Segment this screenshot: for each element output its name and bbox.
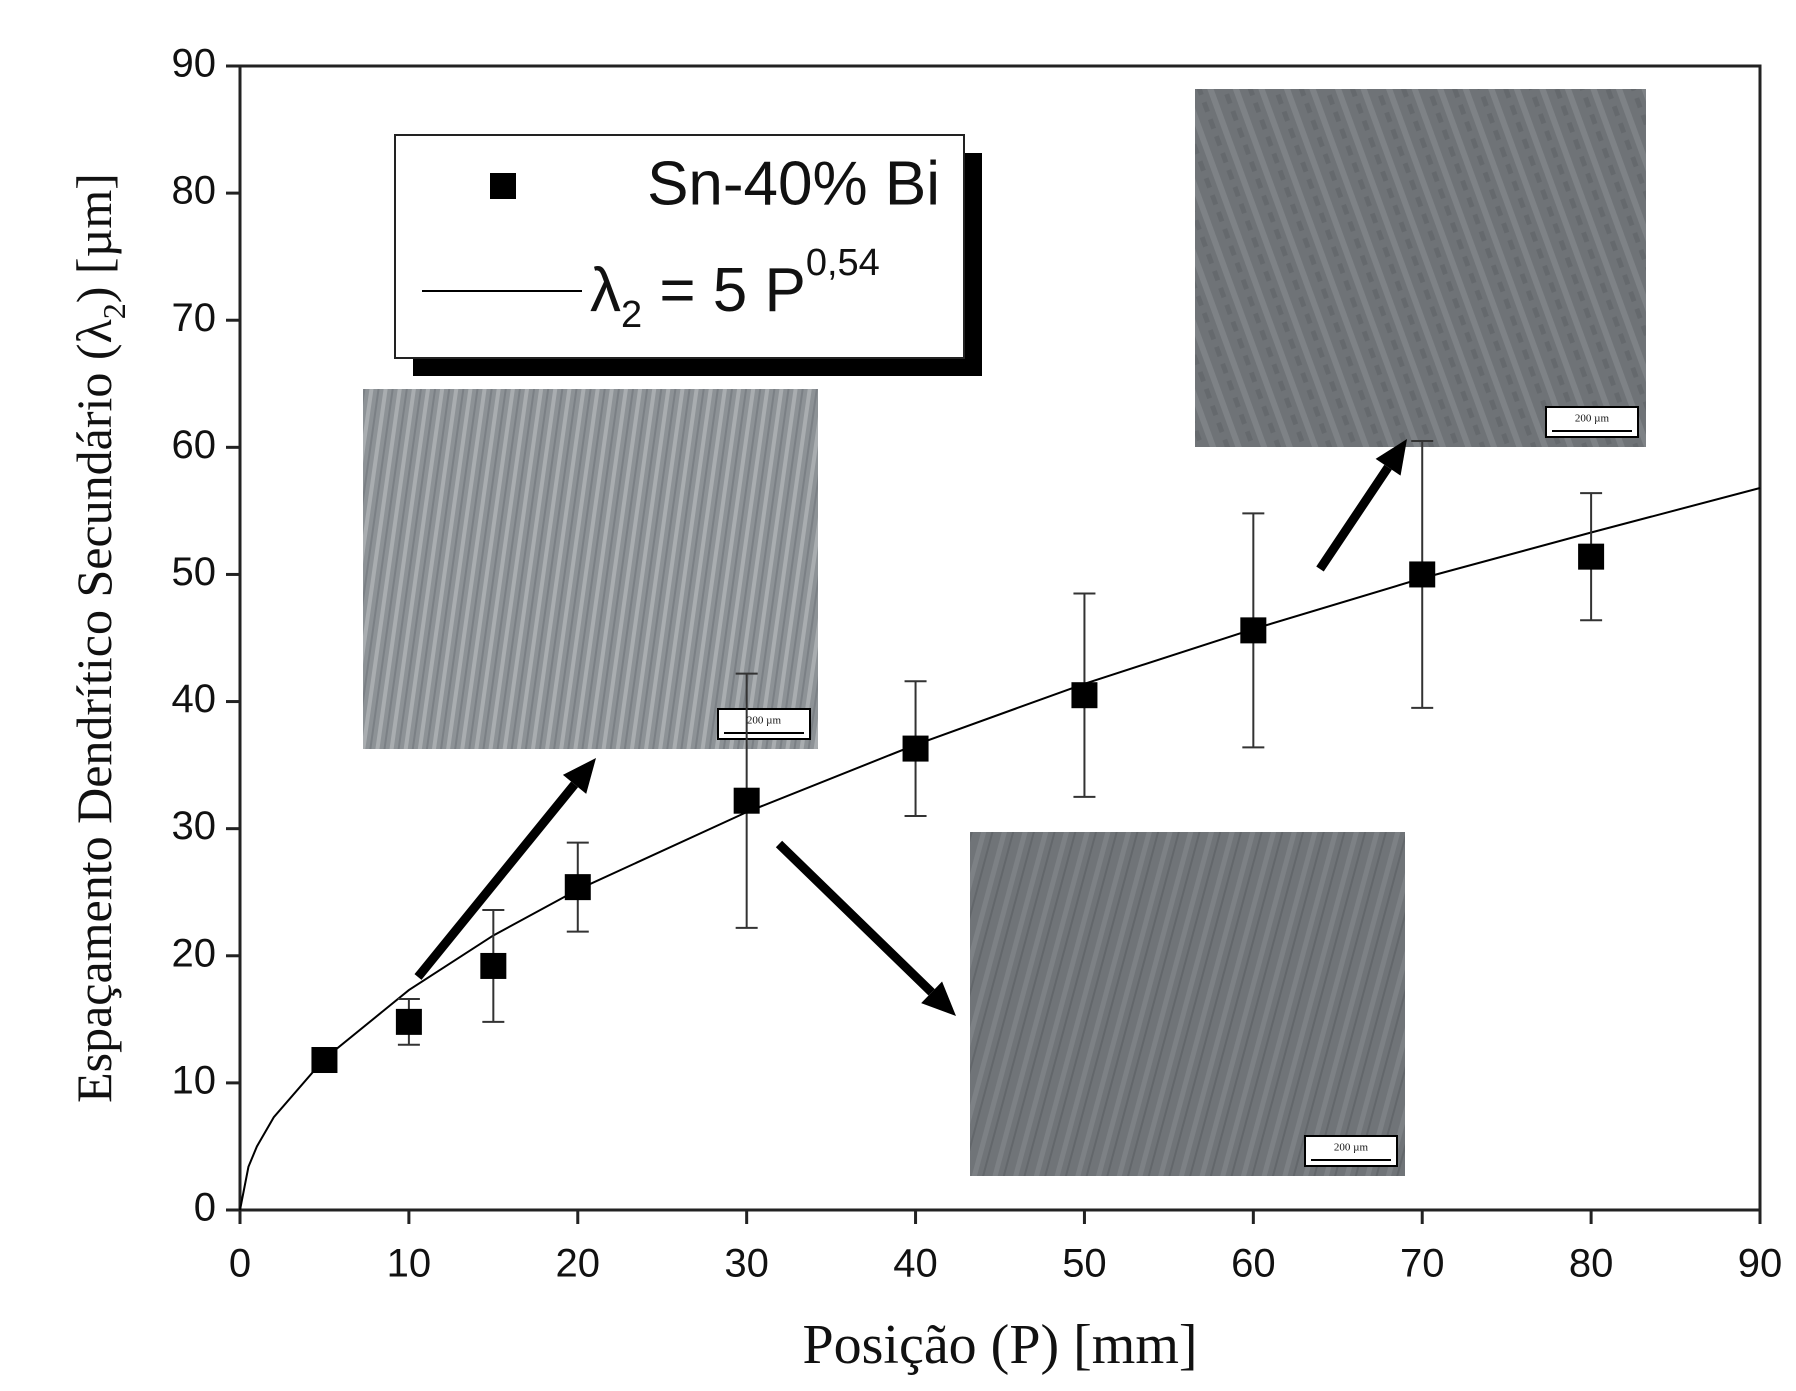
- y-tick-label: 80: [172, 169, 217, 213]
- x-tick-label: 70: [1400, 1242, 1445, 1286]
- x-tick-label: 30: [724, 1242, 769, 1286]
- y-tick-label: 10: [172, 1058, 217, 1102]
- y-axis-title-part: ) [µm]: [66, 173, 122, 303]
- data-point: [395, 1008, 422, 1035]
- x-tick-label: 50: [1062, 1242, 1107, 1286]
- data-point: [902, 735, 929, 762]
- scale-bar-label: 200 µm: [1575, 413, 1610, 425]
- arrow-head: [921, 981, 956, 1016]
- data-point: [733, 787, 760, 814]
- legend-label: λ2 = 5 P0,54: [590, 242, 880, 336]
- data-point: [1409, 561, 1436, 588]
- x-tick-label: 90: [1738, 1242, 1783, 1286]
- y-axis-title-part: Espaçamento Dendrítico Secundário (λ: [66, 319, 122, 1103]
- data-point: [311, 1047, 338, 1074]
- micrograph: [1195, 89, 1646, 447]
- data-point: [564, 874, 591, 901]
- y-tick-label: 30: [172, 804, 217, 848]
- y-axis-title: Espaçamento Dendrítico Secundário (λ2) […: [66, 173, 132, 1103]
- legend-label-part: 0,54: [806, 242, 880, 284]
- arrow-shaft: [1316, 464, 1392, 572]
- x-tick-label: 20: [556, 1242, 601, 1286]
- plot-frame: [238, 64, 1762, 1212]
- y-tick-label: 90: [172, 42, 217, 86]
- y-tick-label: 40: [172, 677, 217, 721]
- x-tick-label: 40: [893, 1242, 938, 1286]
- data-point: [1578, 543, 1605, 570]
- legend-label-part: 2: [621, 294, 642, 336]
- data-point: [480, 952, 507, 979]
- arrow-head: [562, 758, 596, 794]
- scale-bar-label: 200 µm: [747, 715, 782, 727]
- y-tick-label: 70: [172, 296, 217, 340]
- legend-label-part: = 5 P: [642, 256, 806, 325]
- micrograph: [363, 389, 818, 749]
- x-tick-label: 10: [387, 1242, 432, 1286]
- y-tick-label: 20: [172, 931, 217, 975]
- legend-label-part: λ: [590, 256, 621, 325]
- legend-label: Sn-40% Bi: [647, 149, 940, 218]
- legend-marker: [490, 173, 516, 199]
- data-point: [1071, 682, 1098, 709]
- x-tick-label: 60: [1231, 1242, 1276, 1286]
- y-tick-label: 60: [172, 423, 217, 467]
- x-tick-label: 0: [229, 1242, 251, 1286]
- scale-bar-label: 200 µm: [1334, 1142, 1369, 1154]
- x-axis-title: Posição (P) [mm]: [802, 1314, 1197, 1376]
- legend: [394, 134, 965, 359]
- data-point: [1240, 617, 1267, 644]
- y-tick-label: 0: [194, 1186, 216, 1230]
- x-tick-label: 80: [1569, 1242, 1614, 1286]
- arrow-head: [1375, 439, 1407, 476]
- arrow-shaft: [414, 781, 579, 980]
- y-tick-label: 50: [172, 550, 217, 594]
- micrograph: [970, 832, 1405, 1176]
- y-axis-title-part: 2: [96, 303, 132, 319]
- arrow-shaft: [775, 840, 935, 996]
